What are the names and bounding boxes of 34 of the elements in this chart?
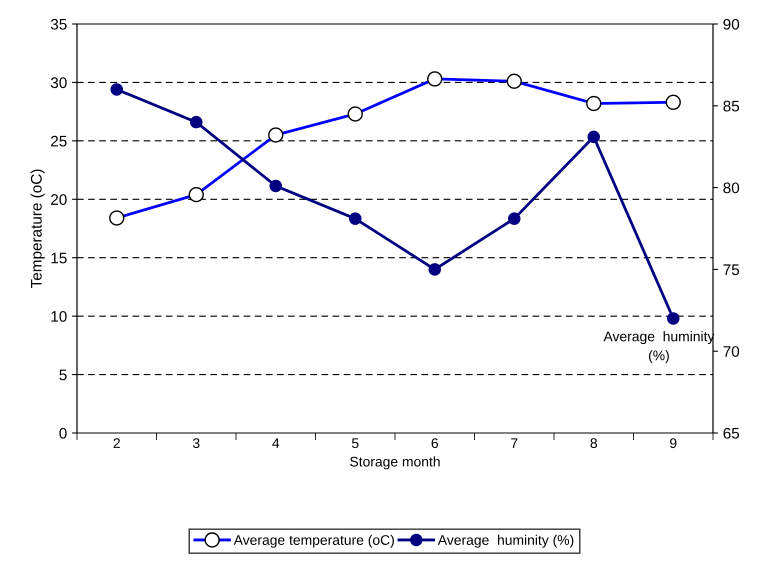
- x-tick-label: 7: [511, 438, 518, 448]
- point: [588, 130, 600, 144]
- legend-label: Average temperature (oC): [234, 534, 394, 548]
- y-tick-label: 15: [51, 252, 67, 264]
- y-tick-label: 20: [51, 194, 67, 205]
- x-axis-title: Storage month: [350, 456, 440, 470]
- y-tick-label: 5: [59, 370, 67, 380]
- y2-tick-label: 75: [724, 264, 740, 276]
- x-tick-label: 3: [192, 438, 200, 448]
- y2-tick-label: 65: [724, 428, 740, 439]
- y2-tick-label: 70: [724, 346, 740, 357]
- x-tick-label: 8: [590, 438, 598, 448]
- y-tick-label: 0: [59, 428, 67, 439]
- y-axis-title: Temperature (oC): [30, 170, 45, 288]
- point: [190, 116, 202, 128]
- x-tick-label: 5: [352, 438, 359, 448]
- y-tick-label: 10: [51, 311, 67, 322]
- x-tick-label: 6: [432, 438, 438, 448]
- legend-label: Average huminity (%): [438, 534, 574, 548]
- y2-tick-label: 80: [723, 182, 740, 194]
- point: [349, 212, 362, 225]
- point: [508, 212, 520, 225]
- y-tick-label: 35: [50, 18, 67, 30]
- y2-tick-label: 85: [723, 100, 740, 112]
- point: [428, 263, 441, 276]
- point: [270, 180, 282, 192]
- x-tick-label: 4: [272, 438, 280, 448]
- x-tick-label: 9: [670, 438, 676, 448]
- x-tick-label: 2: [114, 438, 120, 448]
- point: [110, 83, 123, 96]
- y-tick-label: 30: [50, 77, 67, 88]
- y-tick-label: 25: [51, 136, 67, 147]
- y2-tick-label: 90: [723, 18, 740, 30]
- point: [667, 312, 680, 325]
